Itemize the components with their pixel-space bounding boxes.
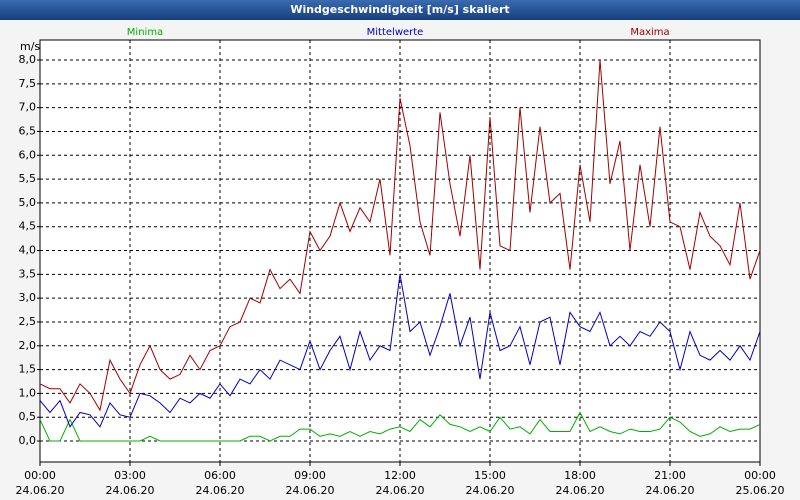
x-tick-label: 03:00 bbox=[114, 469, 146, 482]
legend-entry: Minima bbox=[127, 27, 163, 38]
x-tick-label: 09:00 bbox=[294, 469, 326, 482]
y-tick-label: 3,5 bbox=[19, 267, 37, 280]
series-line bbox=[39, 59, 761, 412]
chart-title: Windgeschwindigkeit [m/s] skaliert bbox=[290, 3, 509, 16]
y-tick-label: 0,0 bbox=[19, 434, 37, 447]
y-tick-label: 0,5 bbox=[19, 410, 37, 423]
y-tick-label: 2,5 bbox=[19, 315, 37, 328]
y-tick-label: 3,0 bbox=[19, 291, 37, 304]
y-tick-label: 6,0 bbox=[19, 148, 37, 161]
series-line bbox=[39, 274, 761, 428]
x-tick-date: 24.06.20 bbox=[16, 484, 65, 497]
y-tick-label: 7,5 bbox=[19, 77, 37, 90]
legend-entry: Maxima bbox=[630, 27, 669, 38]
y-tick-label: 1,0 bbox=[19, 386, 37, 399]
x-tick-date: 24.06.20 bbox=[556, 484, 605, 497]
y-unit: m/s bbox=[20, 40, 40, 53]
x-tick-label: 18:00 bbox=[564, 469, 596, 482]
legend-entry: Mittelwerte bbox=[367, 27, 424, 38]
y-tick-label: 8,0 bbox=[19, 53, 37, 66]
y-tick-label: 1,5 bbox=[19, 363, 37, 376]
x-tick-label: 06:00 bbox=[204, 469, 236, 482]
y-tick-label: 7,0 bbox=[19, 101, 37, 114]
x-tick-date: 24.06.20 bbox=[376, 484, 425, 497]
x-tick-label: 00:00 bbox=[24, 469, 56, 482]
x-tick-date: 25.06.20 bbox=[736, 484, 785, 497]
series-line bbox=[39, 411, 761, 442]
title-bar bbox=[0, 0, 800, 20]
x-tick-date: 24.06.20 bbox=[646, 484, 695, 497]
x-tick-date: 24.06.20 bbox=[106, 484, 155, 497]
y-tick-label: 6,5 bbox=[19, 124, 37, 137]
y-tick-label: 5,5 bbox=[19, 172, 37, 185]
x-tick-label: 15:00 bbox=[474, 469, 506, 482]
x-tick-date: 24.06.20 bbox=[466, 484, 515, 497]
x-tick-label: 21:00 bbox=[654, 469, 686, 482]
x-tick-label: 12:00 bbox=[384, 469, 416, 482]
x-tick-label: 00:00 bbox=[744, 469, 776, 482]
x-tick-date: 24.06.20 bbox=[196, 484, 245, 497]
y-tick-label: 4,0 bbox=[19, 244, 37, 257]
y-tick-label: 5,0 bbox=[19, 196, 37, 209]
y-tick-label: 2,0 bbox=[19, 339, 37, 352]
y-tick-label: 4,5 bbox=[19, 220, 37, 233]
x-tick-date: 24.06.20 bbox=[286, 484, 335, 497]
